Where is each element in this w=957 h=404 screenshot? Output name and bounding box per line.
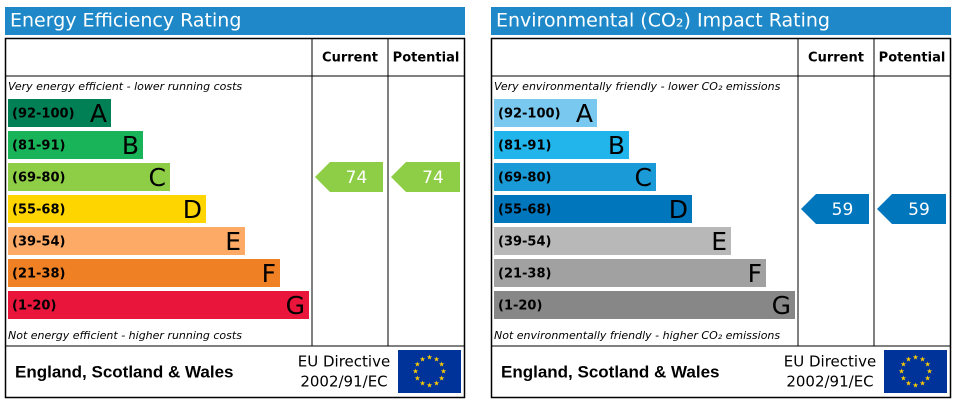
eu-flag: [884, 350, 947, 393]
eu-star: ★: [433, 380, 439, 388]
band-letter: C: [149, 163, 166, 192]
rating-value: 74: [346, 168, 368, 188]
eu-star: ★: [414, 375, 420, 383]
band-letter: E: [225, 227, 241, 256]
band-letter: D: [183, 195, 202, 224]
band-bar: [8, 163, 170, 191]
column-label: Current: [808, 51, 864, 66]
eu-star: ★: [919, 380, 925, 388]
band-range: (39-54): [498, 235, 551, 250]
eu-star: ★: [900, 375, 906, 383]
band-bar: [494, 99, 597, 127]
band-range: (21-38): [12, 267, 65, 282]
eu-star: ★: [900, 361, 906, 369]
band-bar: [8, 227, 245, 255]
band-range: (39-54): [12, 235, 65, 250]
eu-star: ★: [419, 380, 425, 388]
band-letter: B: [608, 131, 625, 160]
eu-star: ★: [433, 355, 439, 363]
band-letter: C: [635, 163, 652, 192]
column-label: Current: [322, 51, 378, 66]
band-bar: [494, 163, 656, 191]
rating-arrow: [315, 162, 383, 192]
rating-arrow: [391, 162, 460, 192]
eu-star: ★: [905, 380, 911, 388]
eu-star: ★: [438, 375, 444, 383]
band-range: (81-91): [12, 139, 65, 154]
band-bar: [494, 195, 692, 223]
rating-arrow: [801, 194, 869, 224]
band-bar: [8, 99, 111, 127]
eu-star: ★: [912, 382, 918, 390]
band-bar: [494, 259, 766, 287]
band-letter: E: [711, 227, 727, 256]
column-label: Potential: [393, 51, 460, 66]
band-letter: F: [262, 259, 276, 288]
eu-star: ★: [912, 354, 918, 362]
band-bar: [494, 227, 731, 255]
eu-star: ★: [924, 375, 930, 383]
chart-title: Environmental (CO₂) Impact Rating: [496, 10, 830, 32]
band-letter: F: [748, 259, 762, 288]
column-label: Potential: [879, 51, 946, 66]
directive: 2002/91/EC: [300, 373, 387, 391]
band-bar: [494, 291, 795, 319]
band-letter: A: [576, 99, 593, 128]
band-letter: G: [286, 291, 305, 320]
band-letter: A: [90, 99, 107, 128]
rating-arrow: [877, 194, 946, 224]
eu-star: ★: [905, 355, 911, 363]
region: England, Scotland & Wales: [501, 362, 720, 381]
eu-star: ★: [924, 361, 930, 369]
eu-star: ★: [440, 368, 446, 376]
eu-star: ★: [412, 368, 418, 376]
bottom-note: Not energy efficient - higher running co…: [8, 329, 242, 342]
eu-star: ★: [898, 368, 904, 376]
directive: EU Directive: [298, 353, 390, 371]
band-range: (55-68): [498, 203, 551, 218]
band-range: (92-100): [498, 107, 561, 122]
rating-value: 59: [908, 200, 930, 220]
eu-star: ★: [414, 361, 420, 369]
band-letter: D: [669, 195, 688, 224]
band-range: (1-20): [12, 299, 56, 314]
eu-star: ★: [426, 382, 432, 390]
band-range: (81-91): [498, 139, 551, 154]
eu-star: ★: [919, 355, 925, 363]
title-bar: [491, 7, 951, 35]
band-bar: [494, 131, 629, 159]
band-range: (21-38): [498, 267, 551, 282]
band-bar: [8, 131, 143, 159]
directive: 2002/91/EC: [786, 373, 873, 391]
bottom-note: Not environmentally friendly - higher CO…: [494, 329, 780, 342]
band-bar: [8, 291, 309, 319]
band-range: (69-80): [12, 171, 65, 186]
region: England, Scotland & Wales: [15, 362, 234, 381]
eu-star: ★: [438, 361, 444, 369]
band-letter: G: [772, 291, 791, 320]
top-note: Very environmentally friendly - lower CO…: [494, 80, 781, 93]
band-range: (1-20): [498, 299, 542, 314]
directive: EU Directive: [784, 353, 876, 371]
eu-star: ★: [926, 368, 932, 376]
band-bar: [8, 259, 280, 287]
band-range: (92-100): [12, 107, 75, 122]
rating-value: 59: [832, 200, 854, 220]
panel-frame: [490, 37, 952, 399]
band-range: (69-80): [498, 171, 551, 186]
eu-star: ★: [419, 355, 425, 363]
band-range: (55-68): [12, 203, 65, 218]
eu-star: ★: [426, 354, 432, 362]
eu-flag: [398, 350, 461, 393]
top-note: Very energy efficient - lower running co…: [8, 80, 242, 93]
chart-title: Energy Efficiency Rating: [10, 10, 241, 32]
title-bar: [5, 7, 465, 35]
band-bar: [8, 195, 206, 223]
band-letter: B: [122, 131, 139, 160]
panel-frame: [4, 37, 466, 399]
rating-value: 74: [422, 168, 444, 188]
